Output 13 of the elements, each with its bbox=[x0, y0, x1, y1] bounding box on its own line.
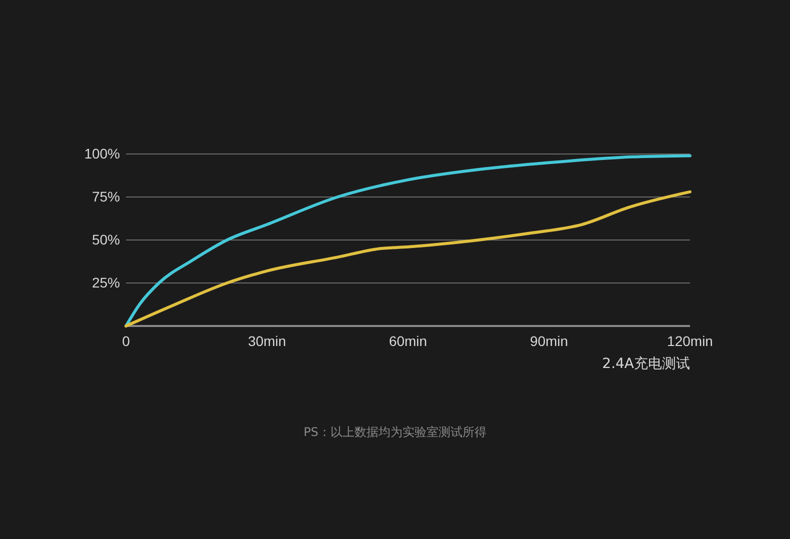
y-tick-label: 75% bbox=[92, 188, 120, 204]
x-axis-title: 2.4A充电测试 bbox=[602, 356, 690, 372]
line-series bbox=[124, 190, 692, 328]
x-tick-label: 30min bbox=[248, 332, 286, 349]
line-series bbox=[124, 154, 692, 328]
x-tick-label: 120min bbox=[667, 332, 713, 349]
x-tick-label: 90min bbox=[530, 332, 568, 349]
y-tick-label: 50% bbox=[92, 231, 120, 248]
y-tick-label: 100% bbox=[84, 145, 120, 162]
y-tick-label: 25% bbox=[92, 274, 120, 290]
text: PS：以上数据均为实验室测试所得 bbox=[304, 425, 486, 439]
x-tick-label: 0 bbox=[122, 332, 130, 349]
x-tick-label: 60min bbox=[388, 332, 428, 349]
